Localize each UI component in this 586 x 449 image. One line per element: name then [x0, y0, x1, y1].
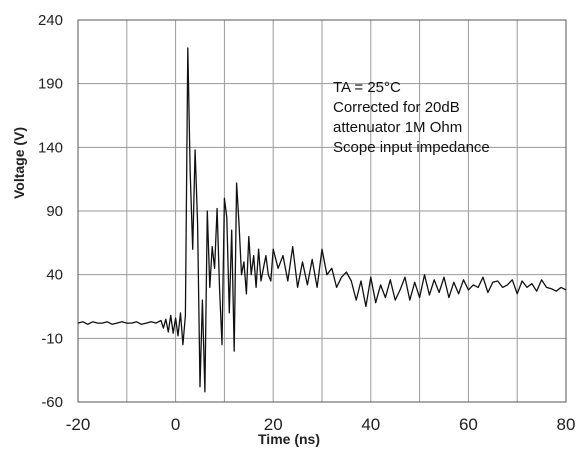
y-tick-label: 40 [46, 267, 63, 284]
x-tick-labels: -20 0 20 40 60 80 [66, 415, 576, 434]
gridlines [78, 20, 566, 402]
annotation-line-1: TA = 25°C [333, 79, 401, 96]
x-tick-label: 80 [557, 415, 576, 434]
x-tick-label: 0 [171, 415, 180, 434]
x-axis-label: Time (ns) [258, 431, 320, 447]
annotation-box: TA = 25°C Corrected for 20dB attenuator … [333, 79, 490, 156]
x-tick-label: 20 [264, 415, 283, 434]
voltage-trace-line [77, 47, 567, 393]
x-tick-label: 60 [459, 415, 478, 434]
y-tick-label: 140 [38, 139, 63, 156]
annotation-line-3: attenuator 1M Ohm [333, 119, 462, 136]
y-tick-label: 190 [38, 76, 63, 93]
y-tick-label: -10 [41, 330, 63, 347]
x-tick-label: 40 [361, 415, 380, 434]
y-tick-label: 240 [38, 12, 63, 29]
y-tick-labels: -60 -10 40 90 140 190 240 [38, 12, 63, 411]
y-tick-label: 90 [46, 203, 63, 220]
y-axis-label: Voltage (V) [11, 127, 27, 199]
y-tick-label: -60 [41, 394, 63, 411]
x-tick-label: -20 [66, 415, 91, 434]
annotation-line-4: Scope input impedance [333, 139, 490, 156]
plot-frame [77, 19, 567, 403]
series-group [77, 47, 567, 393]
annotation-line-2: Corrected for 20dB [333, 99, 460, 116]
